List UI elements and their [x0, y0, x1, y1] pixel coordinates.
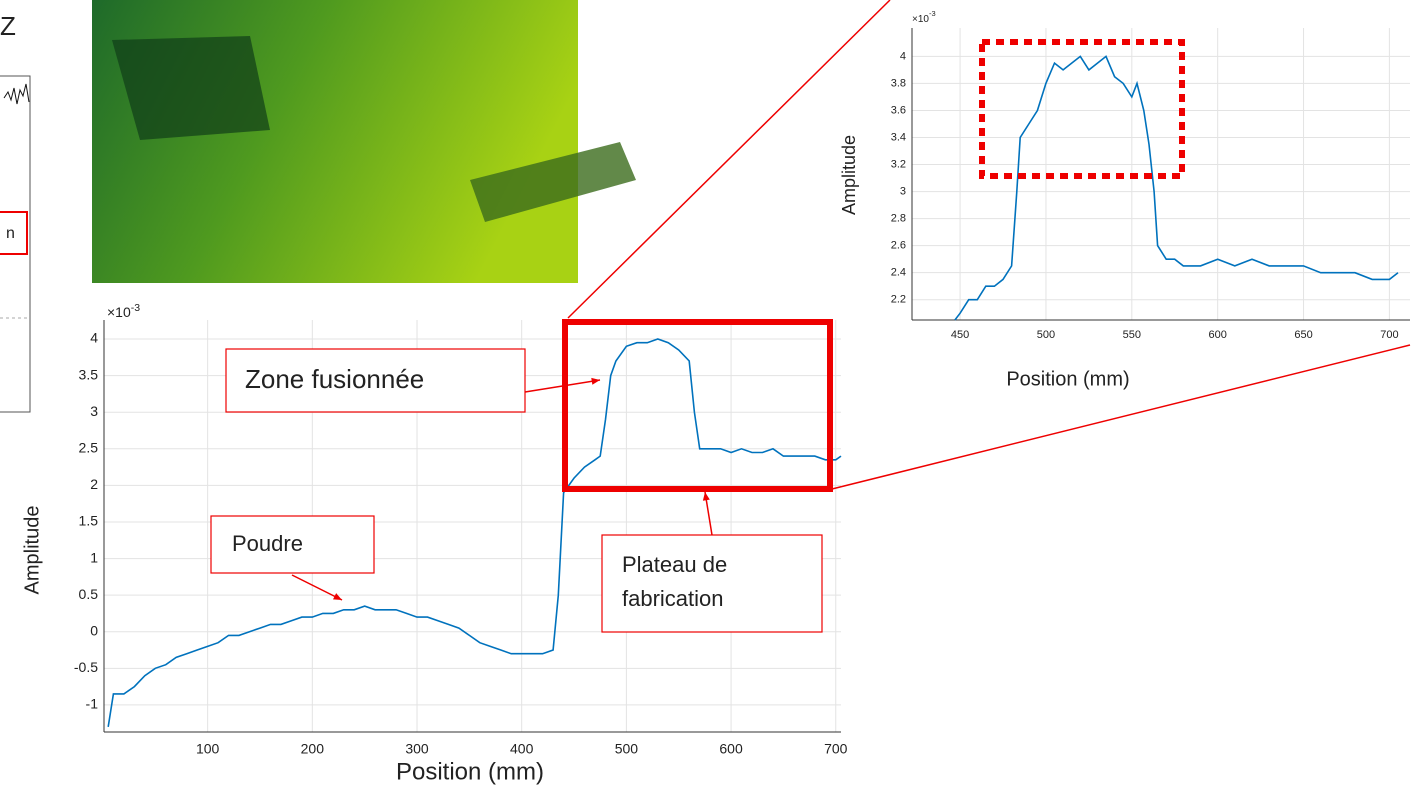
y-tick-label: 2.2: [891, 294, 906, 306]
annotation: Poudre: [232, 531, 303, 556]
data-line: [954, 55, 1399, 321]
axis-exponent: ×10-3: [912, 9, 936, 25]
x-tick-label: 450: [951, 329, 969, 341]
fragment-frame: [0, 75, 31, 413]
y-tick-label: -0.5: [74, 659, 98, 675]
arrow-head: [333, 593, 342, 600]
y-tick-label: 2.8: [891, 213, 906, 225]
annotation-box: [601, 534, 823, 633]
fragment-label: n: [6, 225, 15, 242]
y-tick-label: 4: [900, 50, 906, 62]
zoom-line: [831, 344, 1411, 490]
y-tick-label: 3: [900, 185, 906, 197]
axis-exponent: ×10-3: [107, 302, 140, 320]
left-fragment: Z n: [0, 11, 31, 413]
y-tick-label: 3: [90, 403, 98, 419]
y-tick-label: 3.6: [891, 104, 906, 116]
exponent-power: -3: [929, 9, 936, 18]
x-tick-label: 100: [196, 741, 220, 757]
fragment-title: Z: [0, 11, 16, 41]
x-tick-label: 700: [824, 741, 848, 757]
zoom-line: [567, 0, 891, 319]
x-tick-label: 600: [1208, 329, 1226, 341]
y-tick-label: 3.4: [891, 131, 906, 143]
x-axis-label: Position (mm): [1006, 368, 1129, 390]
x-tick-label: 300: [405, 741, 429, 757]
y-tick-label: 3.8: [891, 77, 906, 89]
x-tick-label: 500: [615, 741, 639, 757]
highlight-box-dashed: [979, 39, 1185, 179]
annotation-arrow: [291, 574, 343, 601]
annotation-box: [210, 515, 375, 574]
exponent-base: ×10: [912, 14, 929, 25]
charts: -1 -0.5 0 0.5 1 1.5 2 2.5 3 3.5 4 100 200 300 400 500 60…: [21, 9, 1410, 785]
y-tick-label: 1: [90, 549, 98, 565]
y-tick-label: 2.4: [891, 267, 906, 279]
y-tick-label: 2.5: [79, 439, 99, 455]
fragment-line: [3, 83, 30, 105]
x-tick-label: 500: [1037, 329, 1055, 341]
x-tick-label: 600: [719, 741, 743, 757]
x-tick-label: 550: [1123, 329, 1141, 341]
y-tick-label: 2: [90, 476, 98, 492]
y-tick-label: 3.2: [891, 158, 906, 170]
y-tick-label: 0: [90, 622, 98, 638]
x-tick-label: 200: [301, 741, 325, 757]
annotation-box: [225, 348, 526, 413]
annotation: Plateau de: [622, 552, 727, 577]
y-tick-label: 1.5: [79, 513, 99, 529]
y-axis-label: Amplitude: [21, 506, 43, 595]
y-axis-label: Amplitude: [839, 135, 859, 215]
fragment-box: [0, 211, 28, 255]
exponent-base: ×10: [107, 304, 131, 320]
exponent-power: -3: [131, 302, 140, 314]
arrow-head: [591, 377, 600, 385]
x-tick-label: 700: [1380, 329, 1398, 341]
annotation: fabrication: [622, 586, 724, 611]
annotation: Zone fusionnée: [245, 364, 424, 394]
highlight-box: [562, 319, 833, 492]
y-tick-label: -1: [86, 696, 99, 712]
photo-detail: [470, 142, 636, 222]
data-line: [107, 338, 842, 728]
x-axis-label: Position (mm): [396, 758, 544, 785]
y-tick-label: 4: [90, 330, 98, 346]
arrow-head: [702, 492, 710, 501]
x-tick-label: 400: [510, 741, 534, 757]
y-tick-label: 0.5: [79, 586, 99, 602]
y-tick-label: 2.6: [891, 240, 906, 252]
photo-detail: [112, 36, 270, 140]
x-tick-label: 650: [1294, 329, 1312, 341]
y-tick-label: 3.5: [79, 366, 99, 382]
